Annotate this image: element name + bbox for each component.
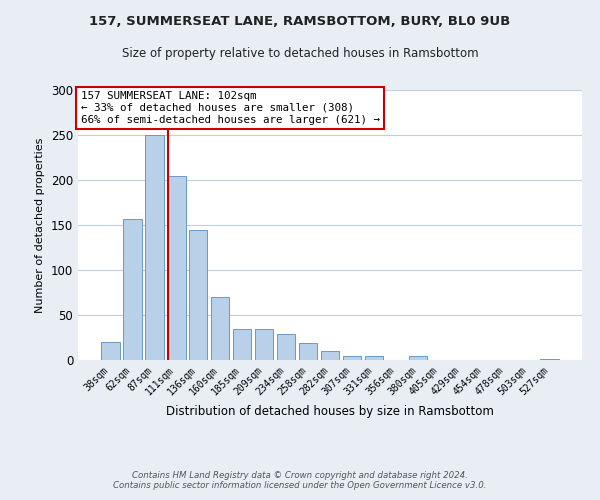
X-axis label: Distribution of detached houses by size in Ramsbottom: Distribution of detached houses by size …: [166, 405, 494, 418]
Bar: [365, 356, 383, 360]
Bar: [277, 334, 295, 360]
Bar: [255, 328, 274, 360]
Bar: [320, 351, 340, 360]
Bar: [167, 176, 185, 360]
Text: Contains HM Land Registry data © Crown copyright and database right 2024.
Contai: Contains HM Land Registry data © Crown c…: [113, 470, 487, 490]
Bar: [541, 359, 559, 360]
Bar: [145, 135, 164, 360]
Text: Size of property relative to detached houses in Ramsbottom: Size of property relative to detached ho…: [122, 48, 478, 60]
Bar: [299, 343, 317, 360]
Bar: [211, 297, 229, 360]
Bar: [409, 356, 427, 360]
Bar: [233, 328, 251, 360]
Text: 157, SUMMERSEAT LANE, RAMSBOTTOM, BURY, BL0 9UB: 157, SUMMERSEAT LANE, RAMSBOTTOM, BURY, …: [89, 15, 511, 28]
Bar: [343, 356, 361, 360]
Bar: [123, 218, 142, 360]
Y-axis label: Number of detached properties: Number of detached properties: [35, 138, 46, 312]
Bar: [101, 342, 119, 360]
Bar: [189, 230, 208, 360]
Text: 157 SUMMERSEAT LANE: 102sqm
← 33% of detached houses are smaller (308)
66% of se: 157 SUMMERSEAT LANE: 102sqm ← 33% of det…: [80, 92, 380, 124]
